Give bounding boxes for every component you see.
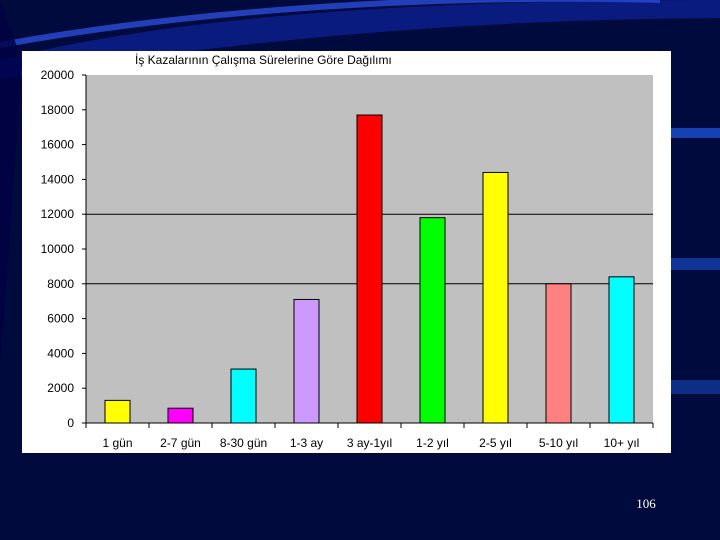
bar-chart: 0 2000 4000 6000 8000 10000 12000 14000 16000 180… <box>41 68 654 450</box>
y-tick-label: 18000 <box>41 103 75 117</box>
bar <box>545 283 572 424</box>
x-tick-label: 8-30 gün <box>220 436 267 450</box>
bar <box>293 298 320 424</box>
x-tick-label: 2-7 gün <box>160 436 201 450</box>
y-tick-label: 2000 <box>47 381 74 395</box>
x-tick-label: 5-10 yıl <box>539 436 578 450</box>
bar <box>482 171 509 424</box>
bar <box>356 114 383 424</box>
y-tick-label: 12000 <box>41 207 75 221</box>
x-tick-label: 2-5 yıl <box>479 436 512 450</box>
y-tick-label: 6000 <box>47 312 74 326</box>
y-tick-label: 20000 <box>41 68 75 82</box>
y-tick-label: 0 <box>67 416 74 430</box>
x-tick-label: 10+ yıl <box>604 436 640 450</box>
x-tick-label: 1-3 ay <box>290 436 323 450</box>
decorative-swoosh <box>0 0 720 80</box>
chart-title: İş Kazalarının Çalışma Sürelerine Göre D… <box>135 53 392 67</box>
bar <box>167 407 194 424</box>
y-tick-label: 4000 <box>47 346 74 360</box>
bar <box>419 217 446 424</box>
page-number: 106 <box>636 496 656 511</box>
y-tick-label: 14000 <box>41 172 75 186</box>
y-tick-label: 8000 <box>47 277 74 291</box>
y-tick-label: 10000 <box>41 242 75 256</box>
x-tick-label: 1-2 yıl <box>416 436 449 450</box>
x-tick-label: 3 ay-1yıl <box>347 436 392 450</box>
y-tick-label: 16000 <box>41 138 75 152</box>
x-tick-label: 1 gün <box>102 436 132 450</box>
bar <box>230 368 257 424</box>
bar <box>608 276 635 424</box>
bar <box>104 399 131 424</box>
chart-panel: 0 2000 4000 6000 8000 10000 12000 14000 16000 180… <box>22 51 671 453</box>
